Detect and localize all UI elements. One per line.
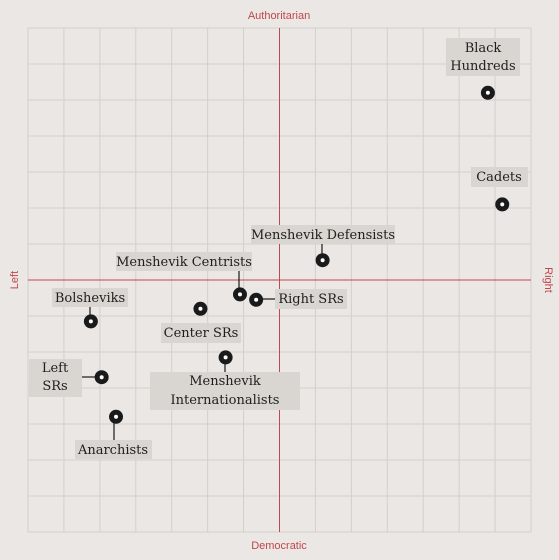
point-marker-center (99, 375, 104, 380)
point-label: Cadets (476, 170, 522, 185)
data-point: Black Hundreds (446, 38, 520, 100)
point-label-box (251, 225, 395, 244)
data-point: Menshevik Defensists (251, 225, 395, 268)
point-marker-center (237, 292, 242, 297)
point-label-box (75, 440, 152, 459)
data-points: Black Hundreds Cadets Menshevik Defensists M… (29, 38, 528, 459)
point-label-box (471, 167, 528, 187)
axes (28, 28, 531, 532)
point-label: Menshevik Centrists (116, 255, 252, 270)
point-label-box (29, 359, 82, 397)
point-label-box (150, 372, 300, 410)
left-axis-label: Left (9, 271, 21, 289)
data-point: Anarchists (75, 409, 152, 459)
point-label: Menshevik (189, 374, 261, 389)
point-marker-center (254, 297, 259, 302)
right-axis-label: Right (542, 267, 554, 293)
point-label: Anarchists (77, 443, 148, 458)
data-point: Right SRs (249, 289, 347, 309)
point-marker-center (114, 414, 119, 419)
top-axis-label: Authoritarian (248, 10, 310, 22)
point-marker-center (223, 355, 228, 360)
data-point: Center SRs (161, 301, 241, 343)
point-label: Internationalists (171, 393, 280, 408)
axis-labels: Authoritarian Democratic Left Right (9, 10, 554, 552)
point-label: Bolsheviks (55, 291, 125, 306)
point-marker-center (500, 202, 505, 207)
point-label: Hundreds (450, 59, 515, 74)
data-point: Bolsheviks (52, 288, 128, 329)
point-label: Menshevik Defensists (251, 228, 395, 243)
point-label: SRs (42, 379, 67, 394)
data-point: Left SRs (29, 359, 109, 397)
data-point: Cadets (471, 167, 528, 212)
point-label: Center SRs (164, 326, 239, 341)
point-label-box (116, 252, 252, 271)
point-marker-center (485, 90, 490, 95)
point-marker-center (320, 258, 325, 263)
bottom-axis-label: Democratic (251, 540, 307, 552)
point-label-box (52, 288, 128, 307)
point-label-box (275, 289, 347, 309)
point-label-box (161, 323, 241, 343)
data-point: Menshevik Internationalists (150, 350, 300, 410)
data-point: Menshevik Centrists (116, 252, 252, 302)
point-marker-center (88, 319, 93, 324)
point-label: Right SRs (278, 292, 343, 307)
point-label: Left (42, 361, 69, 376)
point-label: Black (465, 41, 502, 56)
point-marker-center (198, 306, 203, 311)
point-label-box (446, 38, 520, 76)
